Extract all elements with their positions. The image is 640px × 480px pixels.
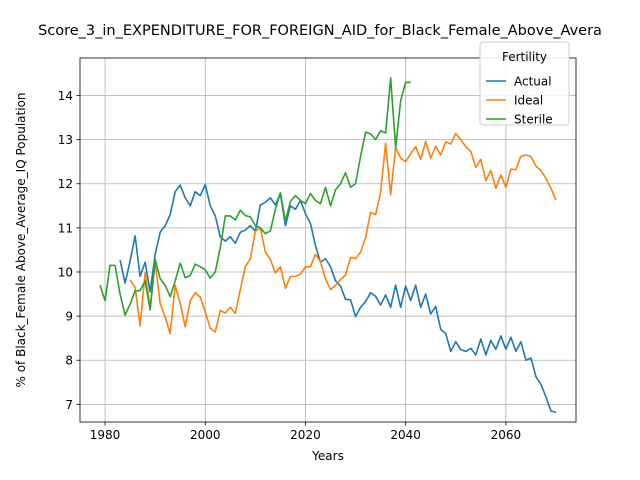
legend-label-ideal: Ideal: [514, 94, 543, 108]
series-line-ideal: [129, 132, 557, 335]
legend-label-actual: Actual: [514, 75, 552, 89]
series-layer: [99, 77, 557, 414]
y-tick-label: 12: [58, 177, 73, 191]
y-tick-label: 14: [58, 89, 73, 103]
series-line-sterile: [99, 77, 411, 317]
x-tick-label: 2020: [290, 428, 321, 442]
y-tick-label: 13: [58, 133, 73, 147]
chart-title: Score_3_in_EXPENDITURE_FOR_FOREIGN_AID_f…: [38, 23, 602, 39]
x-tick-label: 2040: [390, 428, 421, 442]
x-axis-label: Years: [311, 449, 344, 463]
y-tick-label: 10: [58, 265, 73, 279]
series-line-actual: [119, 183, 557, 414]
legend-title: Fertility: [502, 50, 547, 64]
x-tick-label: 2060: [491, 428, 522, 442]
y-tick-label: 9: [65, 310, 73, 324]
y-axis: 7 8 9 10 11 12 13 14: [58, 89, 80, 412]
legend-box: [479, 41, 570, 126]
y-tick-label: 8: [65, 354, 73, 368]
legend: Fertility Actual Ideal Sterile: [479, 41, 570, 127]
plot-frame: [79, 57, 577, 423]
y-axis-label: % of Black_Female Above_Average_IQ Popul…: [14, 92, 28, 387]
legend-label-sterile: Sterile: [514, 113, 553, 127]
y-tick-label: 11: [58, 221, 73, 235]
y-tick-label: 7: [65, 398, 73, 412]
x-tick-label: 2000: [190, 428, 221, 442]
x-axis: 1980 2000 2020 2040 2060: [90, 422, 521, 442]
x-tick-label: 1980: [90, 428, 121, 442]
